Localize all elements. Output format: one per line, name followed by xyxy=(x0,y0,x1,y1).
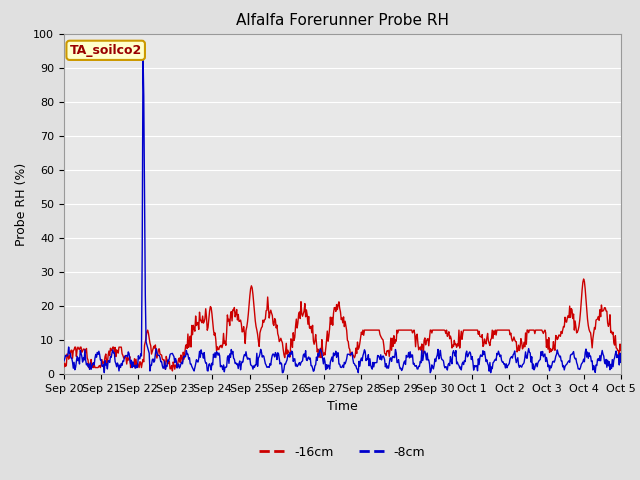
Y-axis label: Probe RH (%): Probe RH (%) xyxy=(15,162,28,246)
X-axis label: Time: Time xyxy=(327,400,358,413)
Title: Alfalfa Forerunner Probe RH: Alfalfa Forerunner Probe RH xyxy=(236,13,449,28)
Legend: -16cm, -8cm: -16cm, -8cm xyxy=(254,441,430,464)
Text: TA_soilco2: TA_soilco2 xyxy=(70,44,142,57)
